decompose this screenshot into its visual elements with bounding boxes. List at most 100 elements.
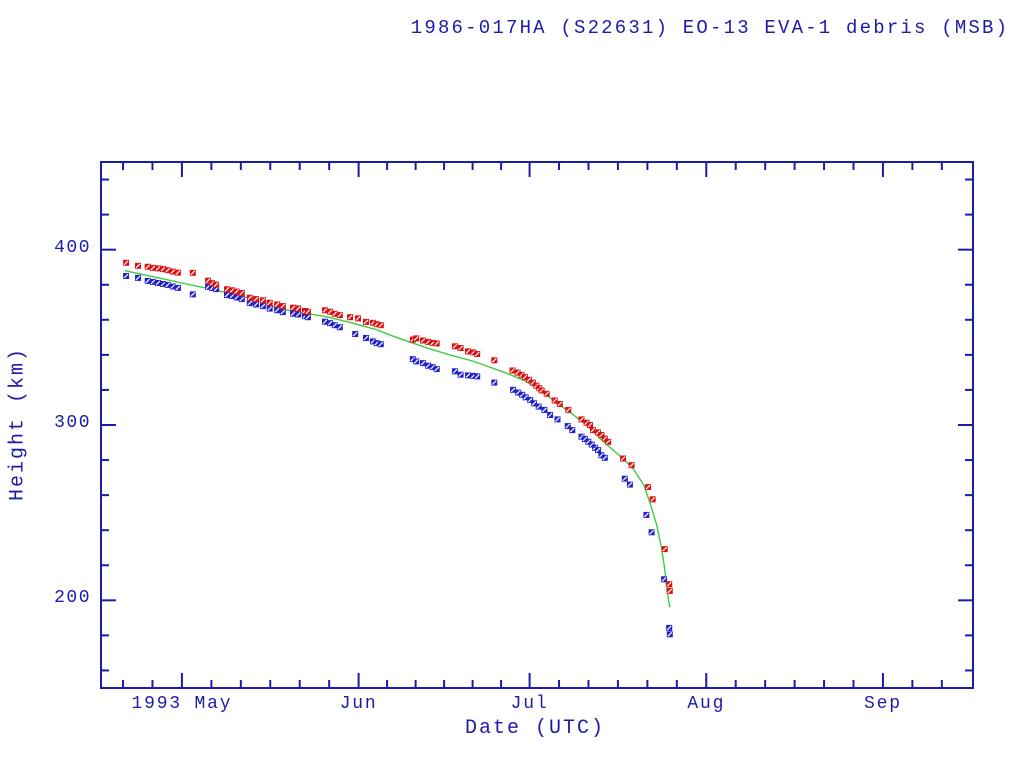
marker-slash (213, 286, 219, 292)
marker-slash (247, 300, 253, 306)
marker-slash (363, 319, 369, 325)
marker-slash (523, 394, 529, 400)
y-tick-label: 400 (54, 237, 91, 258)
marker-slash (569, 427, 575, 433)
marker-slash (527, 397, 533, 403)
plot-frame (100, 161, 974, 689)
marker-slash (650, 496, 656, 502)
marker-slash (420, 360, 426, 366)
marker-slash (370, 338, 376, 344)
marker-slash (552, 398, 558, 403)
marker-slash (519, 372, 525, 378)
marker-slash (643, 512, 649, 518)
marker-slash (598, 452, 604, 458)
marker-slash (602, 436, 608, 441)
marker-slash (555, 416, 560, 422)
marker-slash (510, 387, 516, 393)
marker-slash (515, 390, 521, 396)
marker-slash (123, 273, 129, 279)
x-tick-label: Aug (687, 694, 726, 714)
marker-slash (420, 338, 426, 343)
marker-slash (150, 265, 156, 271)
marker-slash (234, 289, 240, 295)
marker-slash (224, 292, 230, 298)
marker-slash (557, 401, 563, 407)
marker-slash (229, 287, 235, 293)
marker-slash (190, 270, 196, 276)
marker-slash (430, 364, 436, 370)
marker-slash (305, 314, 311, 320)
marker-slash (425, 363, 431, 369)
marker-slash (519, 392, 525, 398)
marker-slash (649, 529, 655, 535)
y-tick-label: 200 (54, 588, 91, 609)
marker-slash (622, 476, 628, 482)
marker-slash (413, 335, 419, 341)
x-tick-label: Sep (864, 694, 902, 714)
marker-slash (247, 295, 253, 301)
marker-slash (322, 319, 328, 325)
marker-slash (332, 322, 338, 328)
marker-slash (253, 296, 259, 302)
marker-slash (280, 309, 286, 315)
marker-slash (378, 322, 384, 328)
marker-slash (280, 303, 286, 309)
marker-slash (425, 339, 431, 345)
marker-slash (135, 275, 141, 281)
marker-slash (465, 372, 471, 378)
marker-slash (522, 374, 528, 380)
marker-slash (234, 295, 240, 300)
marker-slash (666, 625, 672, 631)
marker-slash (135, 263, 141, 269)
x-tick-label: 1993 May (131, 694, 233, 714)
marker-slash (175, 285, 181, 291)
marker-slash (544, 391, 550, 397)
marker-slash (458, 345, 464, 351)
marker-slash (515, 370, 521, 376)
marker-slash (160, 281, 166, 287)
marker-slash (590, 427, 596, 433)
marker-slash (536, 404, 542, 410)
marker-slash (667, 588, 673, 594)
marker-slash (598, 432, 604, 438)
marker-slash (229, 293, 235, 299)
marker-slash (260, 297, 266, 303)
marker-slash (627, 482, 633, 488)
marker-slash (239, 296, 245, 302)
marker-slash (629, 462, 635, 468)
marker-slash (165, 267, 171, 273)
marker-slash (605, 439, 611, 445)
marker-slash (290, 305, 296, 311)
marker-slash (474, 351, 480, 357)
marker-slash (305, 309, 311, 315)
marker-slash (585, 439, 591, 445)
marker-slash (355, 315, 361, 321)
marker-slash (239, 290, 245, 296)
x-tick-label: Jun (339, 694, 378, 714)
marker-slash (620, 456, 626, 461)
marker-slash (526, 377, 532, 383)
marker-slash (565, 423, 571, 429)
marker-slash (295, 312, 301, 317)
marker-slash (327, 320, 333, 326)
marker-slash (491, 380, 497, 386)
marker-slash (155, 265, 161, 271)
marker-slash (165, 282, 171, 288)
marker-slash (337, 324, 343, 330)
marker-slash (175, 270, 181, 276)
marker-slash (530, 380, 536, 386)
marker-slash (253, 302, 259, 307)
marker-slash (145, 264, 151, 270)
marker-slash (150, 279, 156, 285)
marker-slash (547, 412, 553, 418)
x-axis-title: Date (UTC) (464, 717, 606, 740)
marker-slash (584, 420, 590, 426)
marker-slash (510, 368, 515, 373)
marker-slash (452, 343, 458, 349)
marker-slash (565, 407, 571, 413)
marker-slash (410, 356, 416, 362)
y-tick-label: 300 (54, 413, 91, 433)
marker-slash (582, 436, 588, 442)
